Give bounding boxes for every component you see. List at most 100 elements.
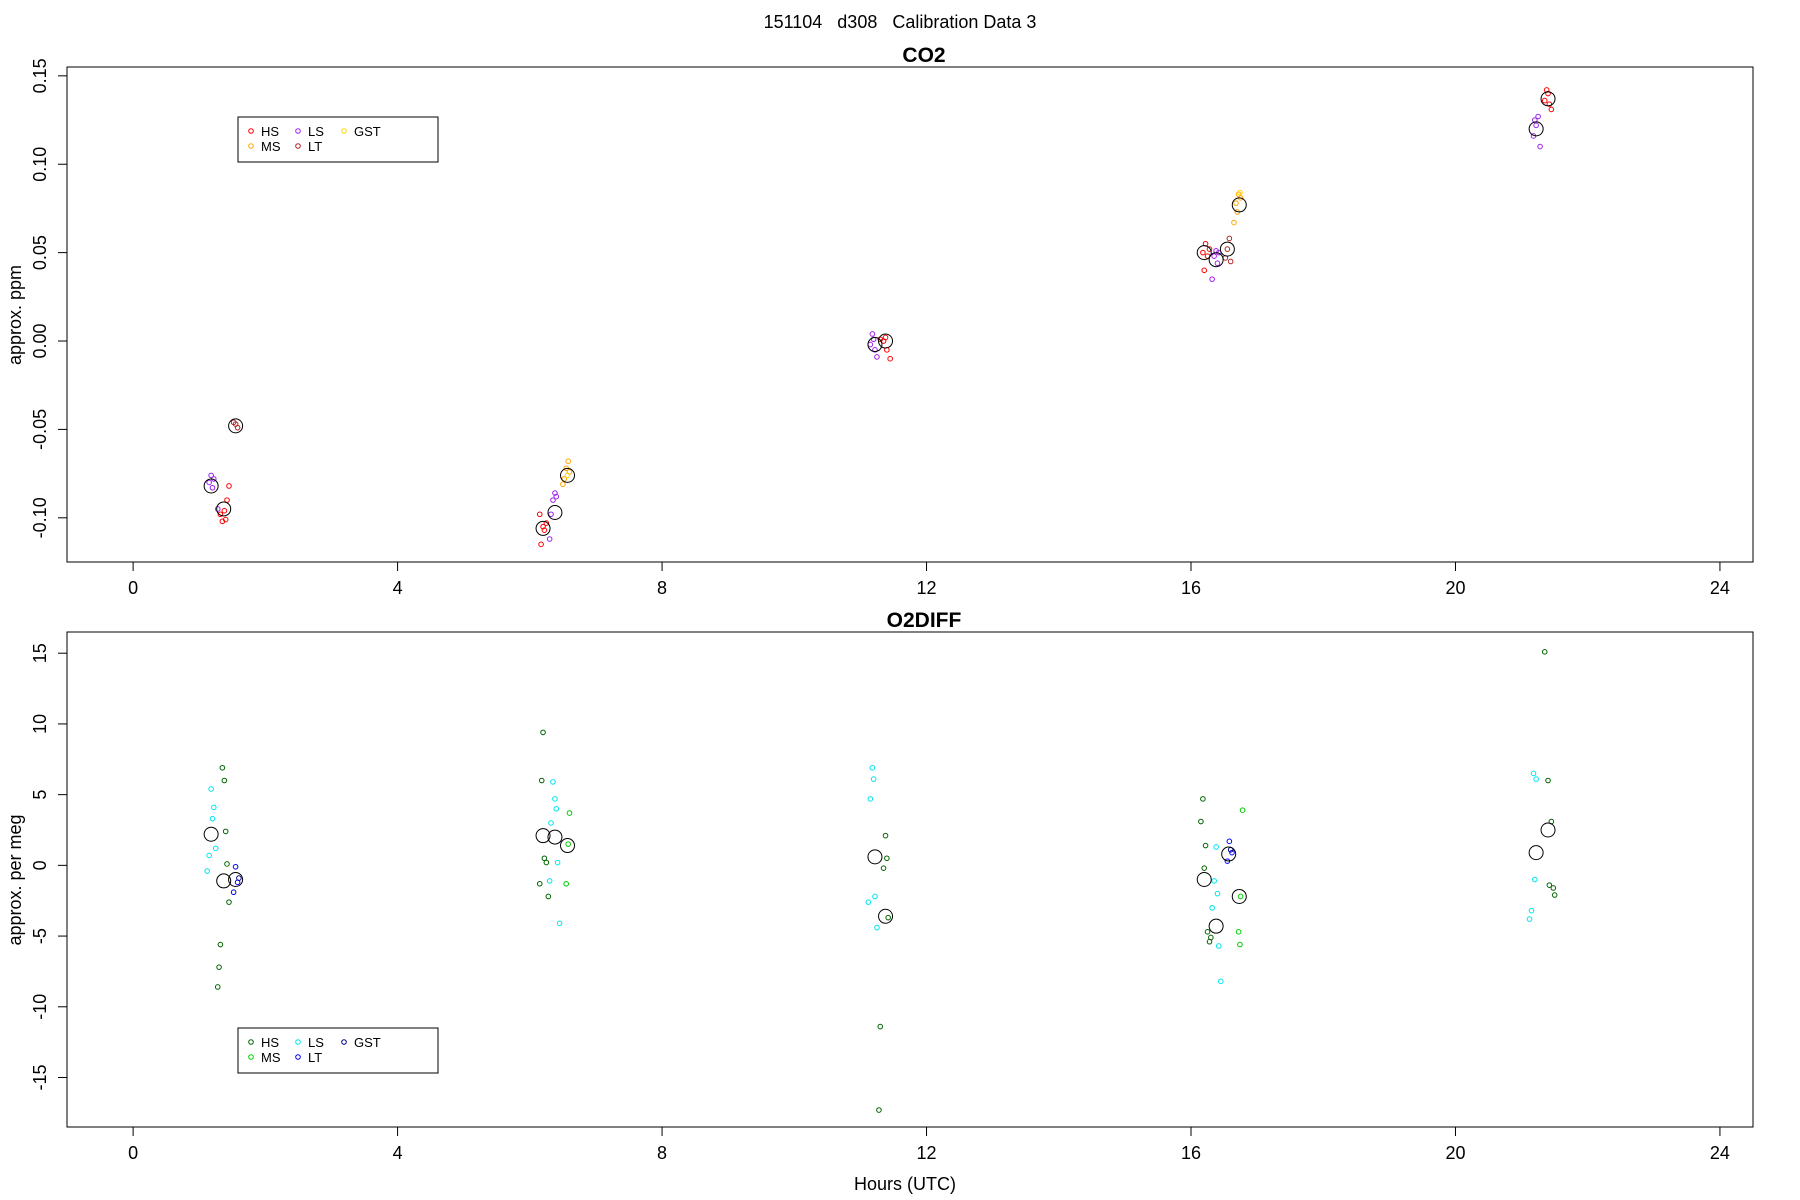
o2diff-point-ls xyxy=(872,893,878,900)
o2diff-point-hs xyxy=(1546,882,1553,888)
co2-point-ls xyxy=(869,331,876,337)
o2diff-point-ls xyxy=(1528,907,1535,914)
co2-point-hs xyxy=(217,511,224,518)
co2-point-hs xyxy=(1545,90,1551,97)
co2-point-ls xyxy=(546,536,553,542)
o2diff-point-ms xyxy=(565,841,571,847)
o2diff-point-ls xyxy=(865,899,872,905)
o2diff-y-tick-label: 5 xyxy=(30,790,50,800)
o2diff-point-ls xyxy=(550,779,556,785)
o2diff-mean-marker xyxy=(878,908,894,924)
co2-point-hs xyxy=(222,516,229,523)
o2diff-legend-label-ms: MS xyxy=(261,1050,281,1065)
o2diff-x-tick-label: 8 xyxy=(657,1143,667,1163)
o2diff-legend-marker-ms xyxy=(248,1054,254,1060)
o2diff-point-lt xyxy=(1226,838,1233,845)
o2diff-point-hs xyxy=(884,855,890,862)
co2-point-ms xyxy=(560,481,566,488)
o2diff-title: O2DIFF xyxy=(887,609,962,632)
co2-point-ls xyxy=(867,341,874,348)
co2-point-gst xyxy=(1237,189,1243,196)
o2diff-point-ls xyxy=(553,805,560,812)
co2-y-tick-label: 0.00 xyxy=(30,323,50,358)
co2-mean-marker xyxy=(1208,252,1224,268)
o2diff-point-ls xyxy=(1215,943,1222,949)
co2-mean-marker xyxy=(1540,91,1556,107)
co2-y-axis-label: approx. ppm xyxy=(5,265,25,365)
o2diff-mean-marker xyxy=(867,849,883,865)
o2diff-point-ls xyxy=(1214,890,1221,897)
o2diff-x-tick-label: 24 xyxy=(1710,1143,1730,1163)
o2diff-panel: O2DIFF approx. per meg 0 4 8 12 16 20 24 -15-1… xyxy=(5,609,1754,1163)
o2diff-point-hs xyxy=(219,764,226,771)
co2-point-lt xyxy=(1227,258,1234,265)
o2diff-mean-marker xyxy=(560,838,576,854)
co2-point-hs xyxy=(1546,101,1553,107)
co2-y-tick-label: 0.15 xyxy=(30,58,50,93)
o2diff-point-hs xyxy=(1545,777,1551,784)
o2diff-mean-marker xyxy=(1540,822,1556,838)
o2diff-point-ls xyxy=(874,924,880,931)
co2-point-ls xyxy=(208,472,214,479)
o2diff-mean-marker xyxy=(1196,872,1212,887)
o2diff-point-ls xyxy=(1209,904,1215,911)
o2diff-point-lt xyxy=(232,863,239,870)
o2diff-mean-marker xyxy=(547,829,563,845)
co2-point-hs xyxy=(221,507,228,514)
co2-mean-marker xyxy=(535,520,551,536)
o2diff-y-tick-label: -15 xyxy=(30,1064,50,1090)
o2diff-legend-label-gst: GST xyxy=(354,1035,381,1050)
co2-mean-marker xyxy=(1219,241,1235,257)
o2diff-point-ms xyxy=(1237,941,1243,948)
co2-mean-marker xyxy=(547,505,563,520)
co2-y-tick-label: -0.10 xyxy=(30,497,50,538)
co2-point-ls xyxy=(214,506,221,512)
o2diff-point-hs xyxy=(538,777,545,784)
co2-legend-label-lt: LT xyxy=(308,139,322,154)
co2-y-tick-label: 0.10 xyxy=(30,147,50,182)
o2diff-mean-marker xyxy=(216,873,232,889)
co2-x-tick-label: 24 xyxy=(1710,578,1730,598)
o2diff-point-hs xyxy=(222,828,229,835)
co2-point-ls xyxy=(870,336,877,343)
o2diff-legend-marker-hs xyxy=(248,1039,254,1045)
o2diff-point-hs xyxy=(885,914,891,921)
o2diff-point-hs xyxy=(1201,865,1208,871)
co2-point-hs xyxy=(887,355,893,362)
co2-point-hs xyxy=(538,541,544,548)
co2-point-lt xyxy=(230,419,237,426)
o2diff-mean-marker xyxy=(228,872,244,887)
o2diff-x-tick-label: 12 xyxy=(917,1143,937,1163)
o2diff-point-hs xyxy=(1551,892,1558,898)
o2diff-point-ls xyxy=(212,845,219,852)
o2diff-point-hs xyxy=(536,880,543,887)
o2diff-point-ls xyxy=(867,796,874,802)
o2diff-y-axis: -15 -10 -5 0 5 10 15 xyxy=(30,643,68,1091)
o2diff-point-ls xyxy=(206,852,212,859)
co2-point-ls xyxy=(206,479,212,486)
co2-point-hs xyxy=(1200,249,1206,256)
o2diff-mean-marker xyxy=(1221,846,1237,862)
o2diff-point-hs xyxy=(1200,796,1206,802)
o2diff-point-ls xyxy=(1526,916,1533,922)
co2-legend-label-ms: MS xyxy=(261,139,281,154)
co2-point-ls xyxy=(1537,143,1543,150)
o2diff-legend-marker-ls xyxy=(295,1039,301,1045)
co2-mean-marker xyxy=(1196,245,1212,261)
o2diff-x-axis: 0 4 8 12 16 20 24 xyxy=(128,1126,1730,1163)
o2diff-point-ls xyxy=(548,820,554,826)
o2diff-point-ls xyxy=(556,920,563,927)
co2-point-ls xyxy=(553,493,560,500)
co2-legend-marker-gst xyxy=(341,128,347,134)
o2diff-point-lt xyxy=(1229,849,1235,856)
co2-point-hs xyxy=(540,523,546,530)
o2diff-point-ms xyxy=(566,810,573,816)
o2diff-y-tick-label: 0 xyxy=(30,860,50,870)
co2-point-hs xyxy=(543,520,550,526)
co2-point-lt xyxy=(234,424,241,431)
o2diff-point-hs xyxy=(540,729,546,736)
o2diff-legend-marker-gst xyxy=(341,1039,347,1045)
co2-point-hs xyxy=(1201,267,1208,274)
